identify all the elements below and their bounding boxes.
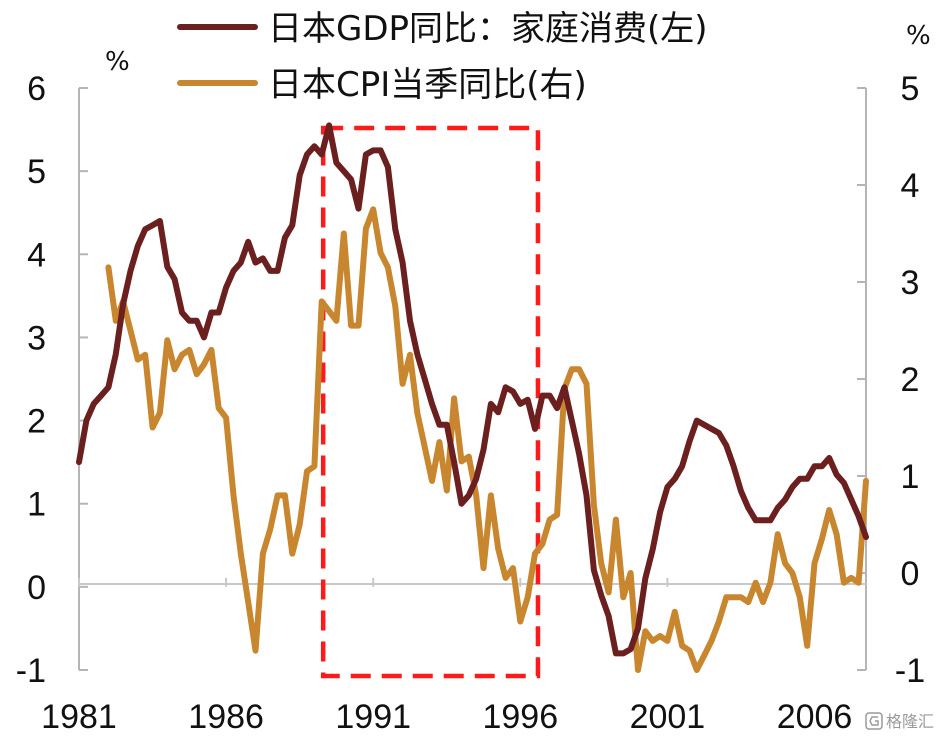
x-tick-label: 2001 <box>630 698 706 736</box>
left-y-tick-label: 6 <box>27 70 46 108</box>
watermark-text: 格隆汇 <box>886 712 934 731</box>
gelonghui-logo-icon <box>865 712 883 730</box>
x-tick-label: 1991 <box>335 698 411 736</box>
right-y-tick-label: 1 <box>901 458 920 496</box>
left-y-tick-label: 3 <box>27 319 46 357</box>
x-tick-label: 2006 <box>777 698 853 736</box>
legend: 日本GDP同比：家庭消费(左) 日本CPI当季同比(右) <box>177 9 708 105</box>
right-y-unit: % <box>906 21 931 51</box>
series-line-cpi <box>105 206 869 673</box>
x-tick-label: 1986 <box>188 698 264 736</box>
left-y-unit: % <box>105 47 130 77</box>
legend-label-gdp: 日本GDP同比：家庭消费(左) <box>268 9 708 49</box>
left-y-tick-label: 5 <box>27 153 46 191</box>
right-y-tick-label: 3 <box>901 264 920 302</box>
left-y-tick-labels: 6 5 4 3 2 1 0 -1 <box>16 70 46 690</box>
left-y-tick-label: -1 <box>16 652 46 690</box>
gelonghui-logo-icon-mark <box>869 716 879 726</box>
x-tick-labels: 1981 1986 1991 1996 2001 2006 <box>41 698 852 736</box>
right-y-tick-label: 2 <box>901 361 920 399</box>
left-y-tick-label: 0 <box>27 569 46 607</box>
left-y-tick-label: 2 <box>27 403 46 441</box>
left-y-tick-label: 4 <box>27 236 46 274</box>
highlight-box <box>320 125 541 679</box>
right-y-tick-label: 5 <box>901 70 920 108</box>
right-y-tick-label: -1 <box>895 652 925 690</box>
left-y-tick-label: 1 <box>27 486 46 524</box>
watermark: 格隆汇 <box>865 712 934 731</box>
right-y-tick-label: 4 <box>901 167 920 205</box>
series-line-gdp-consumption <box>76 122 869 657</box>
right-y-tick-label: 0 <box>901 555 920 593</box>
right-y-tick-labels: 5 4 3 2 1 0 -1 <box>895 70 925 690</box>
x-tick-label: 1981 <box>41 698 117 736</box>
legend-label-cpi: 日本CPI当季同比(右) <box>268 65 587 105</box>
x-tick-label: 1996 <box>482 698 558 736</box>
tick-marks <box>78 87 866 671</box>
